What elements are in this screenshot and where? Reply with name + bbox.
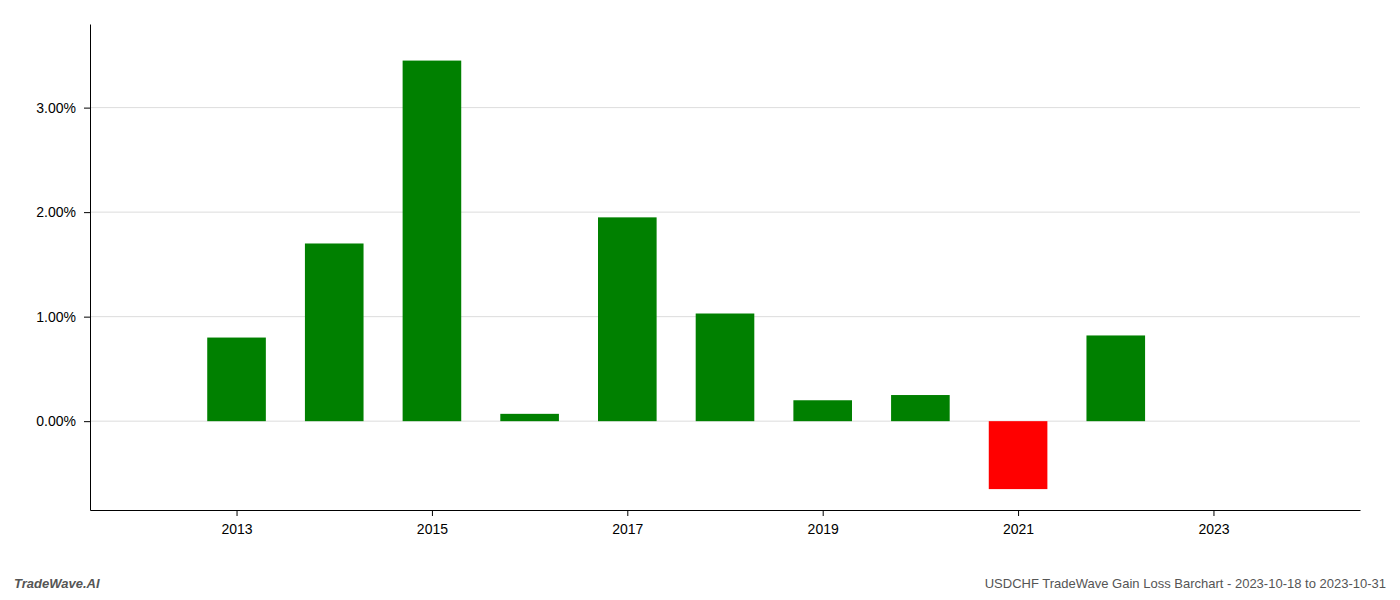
- x-tick: 2023: [1198, 510, 1229, 537]
- grid-line: [90, 212, 1360, 213]
- x-tick-mark: [627, 510, 628, 516]
- x-tick: 2021: [1003, 510, 1034, 537]
- bar: [403, 61, 462, 422]
- x-axis-line: [91, 510, 1361, 511]
- bar: [1086, 335, 1145, 421]
- x-tick-label: 2013: [221, 521, 252, 537]
- x-tick-label: 2021: [1003, 521, 1034, 537]
- bar: [207, 338, 266, 422]
- grid-line: [90, 107, 1360, 108]
- y-tick-label: 2.00%: [36, 204, 76, 220]
- x-tick: 2019: [808, 510, 839, 537]
- footer-left: TradeWave.AI: [14, 576, 100, 591]
- y-tick-mark: [84, 317, 90, 318]
- bar: [793, 400, 852, 421]
- plot-area: 2013 2015 2017 2019 2021 2023 0.00% 1.00% 2.00% 3…: [36, 25, 1360, 537]
- x-tick-label: 2015: [417, 521, 448, 537]
- bar: [696, 314, 755, 422]
- bar: [305, 243, 364, 421]
- y-tick-mark: [84, 212, 90, 213]
- footer: TradeWave.AI USDCHF TradeWave Gain Loss B…: [14, 576, 1386, 591]
- x-tick-mark: [1018, 510, 1019, 516]
- y-axis-line: [90, 25, 91, 511]
- x-tick-label: 2023: [1198, 521, 1229, 537]
- y-axis: 0.00% 1.00% 2.00% 3.00%: [36, 25, 90, 511]
- x-tick-label: 2019: [808, 521, 839, 537]
- x-tick-mark: [1213, 510, 1214, 516]
- x-tick-mark: [823, 510, 824, 516]
- y-tick-label: 1.00%: [36, 309, 76, 325]
- x-tick: 2017: [612, 510, 643, 537]
- y-tick-mark: [84, 108, 90, 109]
- bar: [891, 395, 950, 421]
- y-tick: 1.00%: [36, 309, 90, 325]
- y-tick-label: 0.00%: [36, 413, 76, 429]
- bar: [598, 217, 657, 421]
- y-tick-label: 3.00%: [36, 100, 76, 116]
- y-tick-mark: [84, 421, 90, 422]
- x-tick-mark: [432, 510, 433, 516]
- y-tick: 2.00%: [36, 204, 90, 220]
- y-tick: 3.00%: [36, 100, 90, 116]
- y-tick: 0.00%: [36, 413, 90, 429]
- bar: [989, 421, 1048, 489]
- x-axis: 2013 2015 2017 2019 2021 2023: [91, 510, 1361, 537]
- x-tick-label: 2017: [612, 521, 643, 537]
- grid: [90, 108, 1360, 422]
- x-tick: 2013: [221, 510, 252, 537]
- x-tick: 2015: [417, 510, 448, 537]
- x-tick-mark: [237, 510, 238, 516]
- chart-svg: 2013 2015 2017 2019 2021 2023 0.00% 1.00% 2.00% 3…: [0, 0, 1400, 600]
- footer-right: USDCHF TradeWave Gain Loss Barchart - 20…: [985, 576, 1386, 591]
- bars: [207, 61, 1145, 490]
- bar: [500, 414, 559, 421]
